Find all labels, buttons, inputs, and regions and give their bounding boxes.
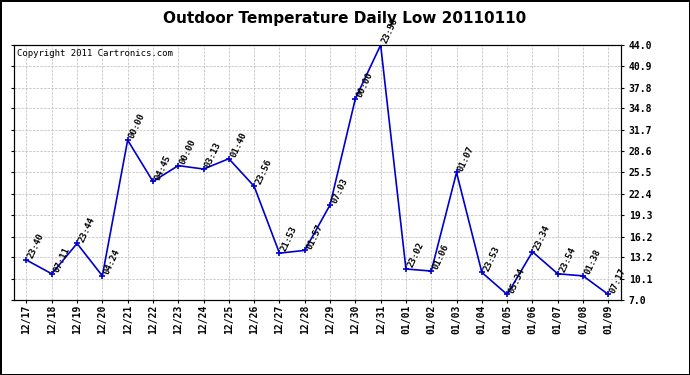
Text: 07:03: 07:03 xyxy=(330,177,350,205)
Text: 01:06: 01:06 xyxy=(431,243,451,271)
Text: 23:02: 23:02 xyxy=(406,241,426,269)
Text: 01:57: 01:57 xyxy=(305,222,324,251)
Text: 04:45: 04:45 xyxy=(153,153,172,182)
Text: 21:53: 21:53 xyxy=(279,225,299,253)
Text: 00:00: 00:00 xyxy=(355,70,375,99)
Text: 23:58: 23:58 xyxy=(381,17,400,45)
Text: 05:34: 05:34 xyxy=(507,266,526,294)
Text: 01:40: 01:40 xyxy=(229,130,248,159)
Text: 00:00: 00:00 xyxy=(128,112,147,140)
Text: 07:17: 07:17 xyxy=(609,266,628,294)
Text: Copyright 2011 Cartronics.com: Copyright 2011 Cartronics.com xyxy=(17,49,172,58)
Text: 23:40: 23:40 xyxy=(26,232,46,260)
Text: 23:54: 23:54 xyxy=(558,246,578,274)
Text: 23:53: 23:53 xyxy=(482,244,502,272)
Text: 23:56: 23:56 xyxy=(254,158,274,186)
Text: 03:13: 03:13 xyxy=(204,141,223,169)
Text: Outdoor Temperature Daily Low 20110110: Outdoor Temperature Daily Low 20110110 xyxy=(164,11,526,26)
Text: 04:24: 04:24 xyxy=(102,248,122,276)
Text: 23:44: 23:44 xyxy=(77,215,97,243)
Text: 23:34: 23:34 xyxy=(533,224,552,252)
Text: 00:00: 00:00 xyxy=(178,138,198,166)
Text: 01:38: 01:38 xyxy=(583,248,602,276)
Text: 07:11: 07:11 xyxy=(52,246,71,274)
Text: 01:07: 01:07 xyxy=(457,144,476,172)
